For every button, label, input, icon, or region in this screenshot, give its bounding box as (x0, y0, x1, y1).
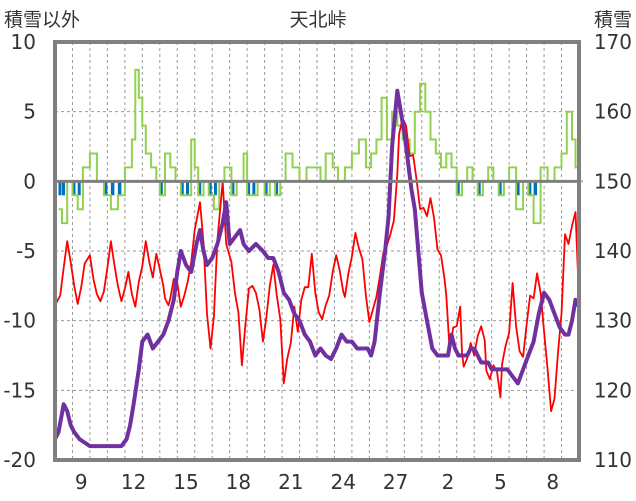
right-axis-label: 積雪 (594, 9, 632, 31)
snow-decrease-bar (103, 181, 108, 196)
chart-title: 天北峠 (289, 9, 346, 31)
x-tick-label: 2 (442, 470, 455, 494)
x-tick-label: 27 (383, 470, 408, 494)
snow-decrease-bar (533, 181, 538, 196)
tick-labels: 10 5 0 -5 -10 -15 -20 170 160 150 140 130 120 110 9 12 1… (3, 30, 632, 494)
snow-decrease-bar (159, 181, 163, 196)
snow-decrease-bar (72, 181, 76, 196)
snow-decrease-bar (477, 181, 481, 196)
right-tick-label: 140 (594, 239, 632, 263)
grid-lines (55, 42, 579, 460)
snow-decrease-bar (77, 181, 81, 196)
right-tick-label: 160 (594, 100, 632, 124)
plot-frame (53, 40, 581, 462)
series-lines (53, 88, 581, 449)
left-tick-label: 0 (23, 169, 36, 193)
snow-decrease-bar (186, 181, 189, 196)
snow-decrease-bar (198, 181, 202, 196)
snow-decrease-bar (61, 181, 65, 196)
left-axis-label: 積雪以外 (4, 9, 80, 31)
snow-decrease-bar (498, 181, 502, 196)
snow-change-line (58, 68, 583, 225)
snow-decrease-bar (213, 181, 217, 196)
x-tick-label: 9 (75, 470, 88, 494)
x-tick-label: 15 (173, 470, 198, 494)
snow-decrease-bar (117, 181, 122, 196)
snow-decrease-bar (231, 181, 235, 196)
left-tick-label: -15 (3, 378, 36, 402)
right-tick-label: 130 (594, 309, 632, 333)
right-tick-label: 170 (594, 30, 632, 54)
left-tick-label: 10 (11, 30, 36, 54)
snow-decrease-bar (247, 181, 251, 196)
snow-decrease-bar (208, 181, 212, 196)
right-tick-label: 110 (594, 448, 632, 472)
left-tick-label: -5 (16, 239, 36, 263)
right-tick-label: 150 (594, 169, 632, 193)
x-tick-label: 21 (278, 470, 303, 494)
x-tick-label: 5 (494, 470, 507, 494)
x-tick-label: 8 (546, 470, 559, 494)
snow-decrease-bar (528, 181, 532, 196)
snow-decrease-bar (456, 181, 460, 196)
snow-depth-line (53, 88, 581, 449)
left-tick-label: -10 (3, 309, 36, 333)
snow-decrease-bar (275, 181, 279, 196)
x-tick-label: 12 (121, 470, 146, 494)
left-tick-label: -20 (3, 448, 36, 472)
snow-decrease-bar (58, 181, 62, 196)
snow-change-bars (58, 68, 583, 225)
x-tick-label: 24 (330, 470, 355, 494)
snow-decrease-bar (110, 181, 115, 196)
left-tick-label: 5 (23, 100, 36, 124)
snow-decrease-bar (180, 181, 184, 196)
snow-decrease-bar (264, 181, 268, 196)
snow-decrease-bar (252, 181, 256, 196)
x-tick-label: 18 (226, 470, 251, 494)
snow-decrease-bar (516, 181, 520, 196)
right-tick-label: 120 (594, 378, 632, 402)
